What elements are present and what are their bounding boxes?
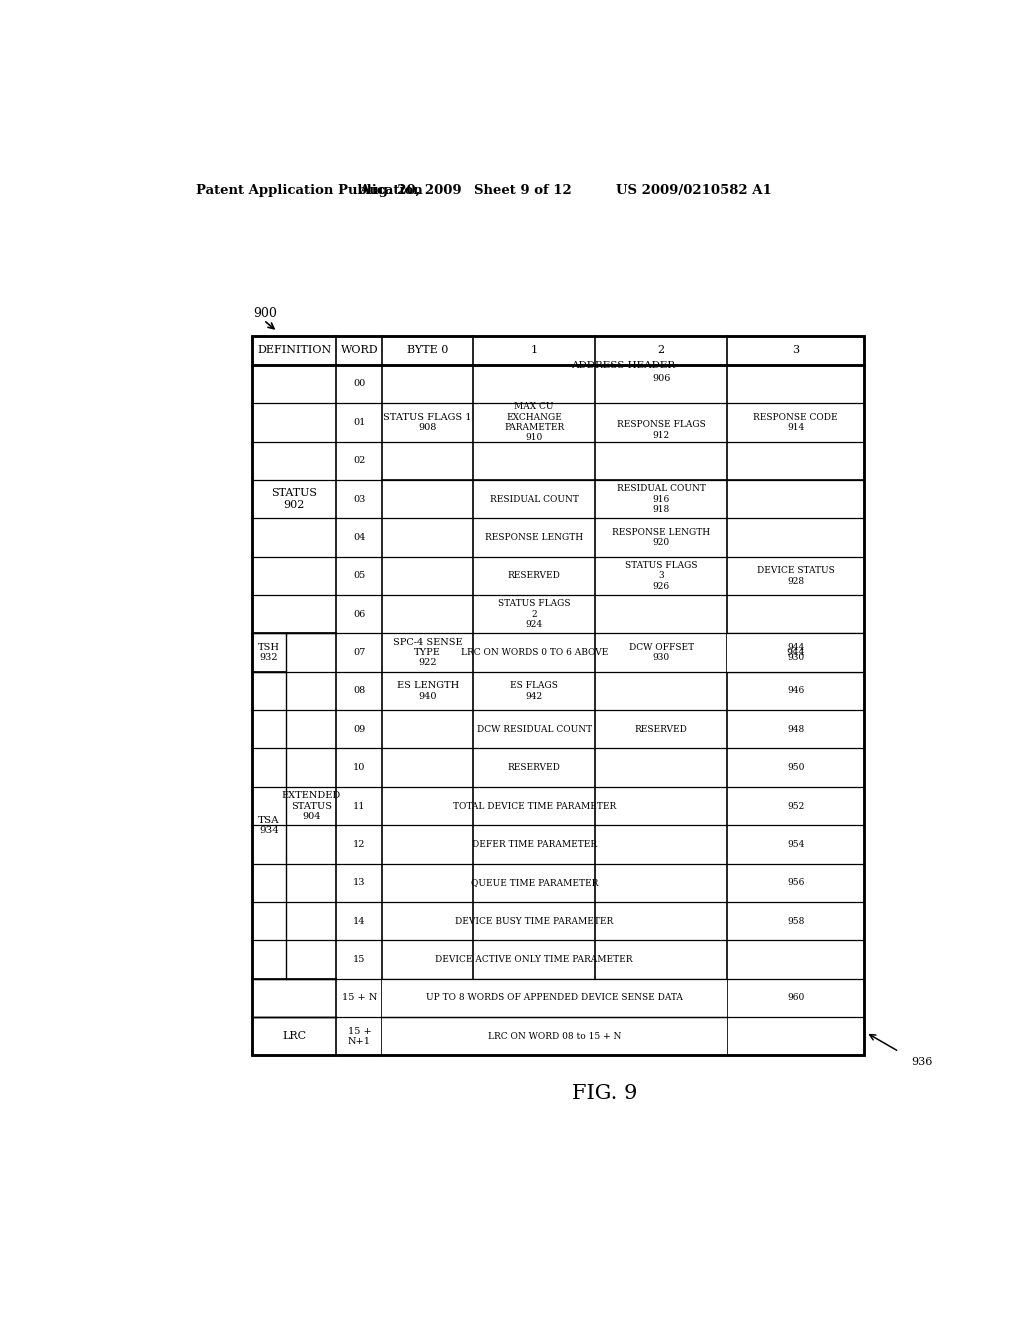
Text: WORD: WORD: [341, 345, 378, 355]
Text: DEFINITION: DEFINITION: [257, 345, 332, 355]
Text: 900: 900: [254, 308, 278, 321]
Bar: [382, 364, 473, 480]
Text: LRC: LRC: [283, 1031, 306, 1041]
Bar: [252, 634, 286, 672]
Text: 944
930: 944 930: [787, 643, 804, 663]
Bar: [596, 364, 727, 480]
Bar: [382, 978, 727, 1018]
Text: 14: 14: [353, 916, 366, 925]
Text: 906: 906: [652, 374, 671, 383]
Bar: [252, 1018, 337, 1056]
Text: TSH
932: TSH 932: [258, 643, 280, 663]
Text: 09: 09: [353, 725, 366, 734]
Text: 08: 08: [353, 686, 366, 696]
Bar: [252, 364, 337, 634]
Text: DEVICE ACTIVE ONLY TIME PARAMETER: DEVICE ACTIVE ONLY TIME PARAMETER: [435, 956, 633, 964]
Text: RESERVED: RESERVED: [508, 572, 561, 581]
Text: RESPONSE CODE
914: RESPONSE CODE 914: [754, 413, 838, 432]
Text: LRC ON WORD 08 to 15 + N: LRC ON WORD 08 to 15 + N: [488, 1032, 622, 1040]
Text: RESIDUAL COUNT
916
918: RESIDUAL COUNT 916 918: [616, 484, 706, 513]
Text: EXTENDED
STATUS
904: EXTENDED STATUS 904: [282, 791, 341, 821]
Text: 958: 958: [787, 916, 805, 925]
Text: 948: 948: [787, 725, 804, 734]
Text: DEFER TIME PARAMETER: DEFER TIME PARAMETER: [472, 840, 597, 849]
Bar: [252, 335, 864, 1056]
Text: ADDRESS HEADER: ADDRESS HEADER: [571, 362, 676, 371]
Bar: [382, 1018, 727, 1056]
Bar: [252, 672, 286, 978]
Bar: [252, 978, 337, 1018]
Text: 03: 03: [353, 495, 366, 503]
Text: 936: 936: [910, 1057, 932, 1067]
Text: Aug. 20, 2009: Aug. 20, 2009: [359, 185, 462, 197]
Text: 12: 12: [353, 840, 366, 849]
Text: 946: 946: [787, 686, 804, 696]
Text: STATUS
902: STATUS 902: [271, 488, 317, 510]
Bar: [727, 634, 864, 672]
Text: 944: 944: [786, 648, 805, 657]
Text: Patent Application Publication: Patent Application Publication: [197, 185, 423, 197]
Text: 05: 05: [353, 572, 366, 581]
Text: RESERVED: RESERVED: [635, 725, 688, 734]
Text: US 2009/0210582 A1: US 2009/0210582 A1: [615, 185, 772, 197]
Text: QUEUE TIME PARAMETER: QUEUE TIME PARAMETER: [471, 878, 598, 887]
Text: 956: 956: [787, 878, 805, 887]
Text: 10: 10: [353, 763, 366, 772]
Bar: [252, 335, 864, 1056]
Text: 13: 13: [353, 878, 366, 887]
Text: 960: 960: [787, 994, 804, 1002]
Text: 952: 952: [787, 801, 804, 810]
Text: STATUS FLAGS
3
926: STATUS FLAGS 3 926: [625, 561, 697, 591]
Text: TOTAL DEVICE TIME PARAMETER: TOTAL DEVICE TIME PARAMETER: [453, 801, 615, 810]
Text: 02: 02: [353, 457, 366, 465]
Text: ES FLAGS
942: ES FLAGS 942: [510, 681, 558, 701]
Text: LRC ON WORDS 0 TO 6 ABOVE: LRC ON WORDS 0 TO 6 ABOVE: [461, 648, 608, 657]
Text: RESPONSE LENGTH
920: RESPONSE LENGTH 920: [612, 528, 711, 546]
Bar: [286, 634, 337, 978]
Text: STATUS FLAGS 1
908: STATUS FLAGS 1 908: [383, 413, 472, 432]
Text: 3: 3: [793, 345, 800, 355]
Bar: [727, 364, 864, 480]
Text: 06: 06: [353, 610, 366, 619]
Text: 07: 07: [353, 648, 366, 657]
Text: 950: 950: [787, 763, 805, 772]
Text: 11: 11: [353, 801, 366, 810]
Text: DCW OFFSET
930: DCW OFFSET 930: [629, 643, 694, 663]
Text: 00: 00: [353, 379, 366, 388]
Text: 01: 01: [353, 418, 366, 426]
Text: STATUS FLAGS
2
924: STATUS FLAGS 2 924: [498, 599, 570, 630]
Text: MAX CU
EXCHANGE
PARAMETER
910: MAX CU EXCHANGE PARAMETER 910: [504, 403, 564, 442]
Text: 954: 954: [787, 840, 805, 849]
Bar: [252, 335, 864, 1056]
Text: DEVICE BUSY TIME PARAMETER: DEVICE BUSY TIME PARAMETER: [455, 916, 613, 925]
Text: TSA
934: TSA 934: [258, 816, 280, 836]
Text: Sheet 9 of 12: Sheet 9 of 12: [474, 185, 572, 197]
Text: ES LENGTH
940: ES LENGTH 940: [396, 681, 459, 701]
Text: FIG. 9: FIG. 9: [572, 1085, 637, 1104]
Text: 15 +
N+1: 15 + N+1: [347, 1027, 372, 1045]
Text: 15 + N: 15 + N: [342, 994, 377, 1002]
Text: RESPONSE LENGTH: RESPONSE LENGTH: [485, 533, 584, 543]
Text: 1: 1: [530, 345, 538, 355]
Text: UP TO 8 WORDS OF APPENDED DEVICE SENSE DATA: UP TO 8 WORDS OF APPENDED DEVICE SENSE D…: [426, 994, 683, 1002]
Text: 04: 04: [353, 533, 366, 543]
Text: 15: 15: [353, 956, 366, 964]
Text: BYTE 0: BYTE 0: [407, 345, 449, 355]
Text: DEVICE STATUS
928: DEVICE STATUS 928: [757, 566, 835, 586]
Bar: [473, 364, 596, 480]
Text: 2: 2: [657, 345, 665, 355]
Text: RESERVED: RESERVED: [508, 763, 561, 772]
Text: RESIDUAL COUNT: RESIDUAL COUNT: [489, 495, 579, 503]
Text: RESPONSE FLAGS
912: RESPONSE FLAGS 912: [616, 420, 706, 440]
Text: DCW RESIDUAL COUNT: DCW RESIDUAL COUNT: [477, 725, 592, 734]
Text: SPC-4 SENSE
TYPE
922: SPC-4 SENSE TYPE 922: [393, 638, 463, 668]
